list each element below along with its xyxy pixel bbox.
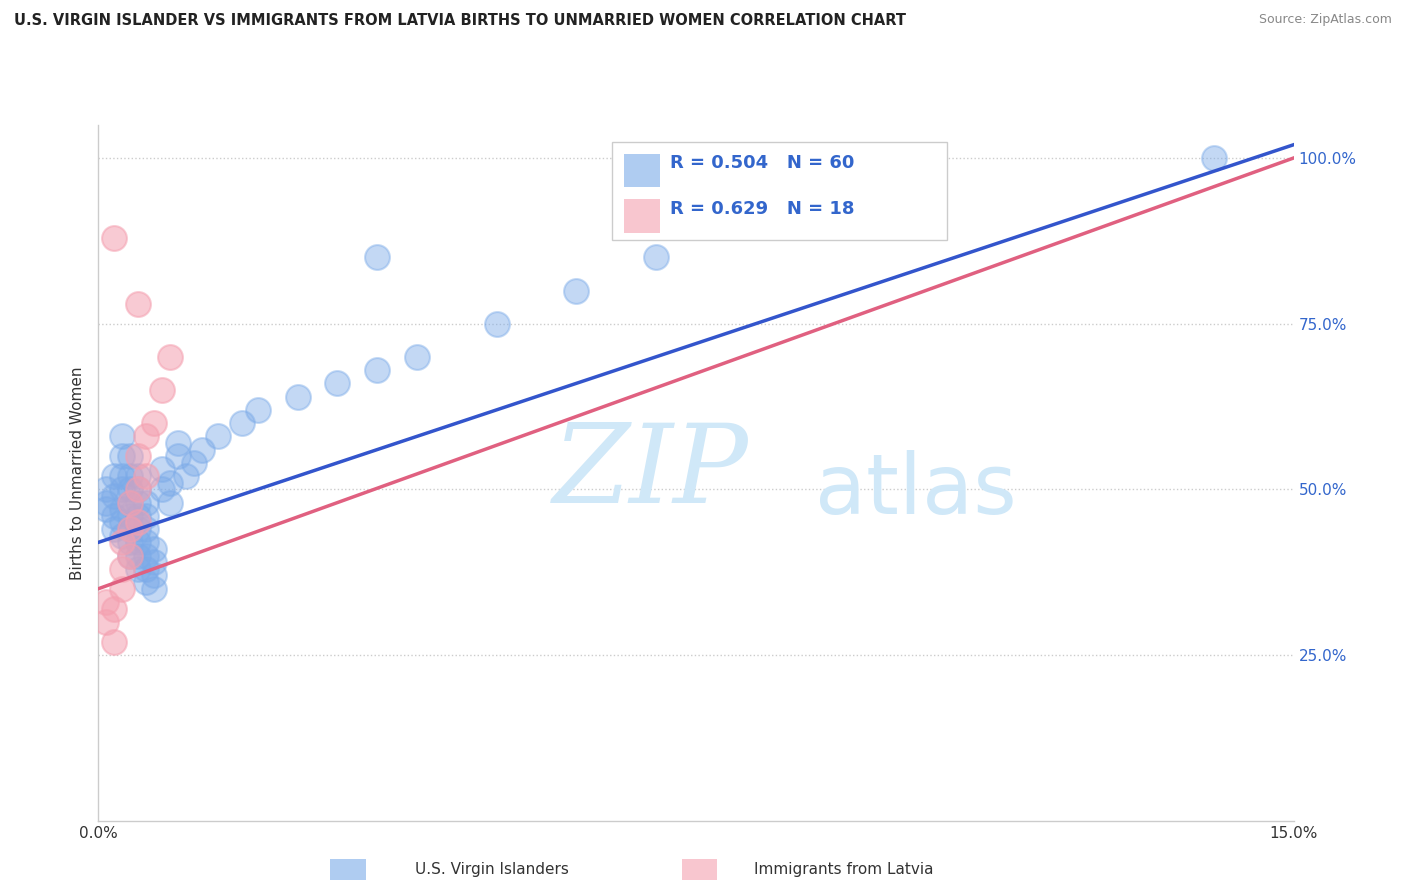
FancyBboxPatch shape xyxy=(613,142,948,240)
Point xyxy=(366,251,388,265)
Point xyxy=(127,483,149,497)
Point xyxy=(150,462,173,476)
Point xyxy=(191,442,214,457)
Point xyxy=(111,535,134,549)
Point xyxy=(127,469,149,483)
Point xyxy=(485,317,508,331)
Text: ZIP: ZIP xyxy=(553,419,748,526)
Point xyxy=(143,541,166,556)
Point xyxy=(326,376,349,391)
Point xyxy=(143,555,166,569)
Point xyxy=(366,363,388,377)
Point xyxy=(287,390,309,404)
Point xyxy=(127,495,149,509)
Point xyxy=(135,575,157,590)
Point xyxy=(565,284,588,298)
Point xyxy=(246,402,269,417)
Point xyxy=(120,508,142,523)
Point xyxy=(135,535,157,549)
Point xyxy=(127,297,149,311)
Point xyxy=(103,469,125,483)
Point xyxy=(103,601,125,615)
Point xyxy=(1202,151,1225,165)
Point xyxy=(167,449,190,463)
Point xyxy=(120,549,142,563)
Point xyxy=(127,483,149,497)
Point xyxy=(96,495,118,509)
Point xyxy=(96,483,118,497)
Point xyxy=(135,549,157,563)
Text: U.S. Virgin Islanders: U.S. Virgin Islanders xyxy=(415,863,569,877)
Point xyxy=(143,416,166,430)
Point xyxy=(231,416,253,430)
Point xyxy=(183,456,205,470)
Point xyxy=(103,508,125,523)
Text: U.S. VIRGIN ISLANDER VS IMMIGRANTS FROM LATVIA BIRTHS TO UNMARRIED WOMEN CORRELA: U.S. VIRGIN ISLANDER VS IMMIGRANTS FROM … xyxy=(14,13,905,29)
Point xyxy=(120,549,142,563)
Point xyxy=(120,495,142,509)
Point xyxy=(127,449,149,463)
Point xyxy=(120,495,142,509)
Point xyxy=(159,495,181,509)
Text: R = 0.504   N = 60: R = 0.504 N = 60 xyxy=(669,154,853,172)
Point xyxy=(174,469,197,483)
Point xyxy=(207,429,229,443)
Point xyxy=(120,522,142,536)
Point xyxy=(111,483,134,497)
Point xyxy=(120,535,142,549)
Point xyxy=(103,522,125,536)
Point xyxy=(120,522,142,536)
Point xyxy=(127,549,149,563)
Point xyxy=(159,350,181,364)
Point xyxy=(96,502,118,516)
Point xyxy=(127,522,149,536)
Point xyxy=(127,535,149,549)
Point xyxy=(127,562,149,576)
Point xyxy=(135,495,157,509)
Point xyxy=(96,595,118,609)
Point xyxy=(143,568,166,582)
Point xyxy=(167,436,190,450)
FancyBboxPatch shape xyxy=(624,199,661,233)
Text: Source: ZipAtlas.com: Source: ZipAtlas.com xyxy=(1258,13,1392,27)
Point xyxy=(111,529,134,543)
Text: Immigrants from Latvia: Immigrants from Latvia xyxy=(754,863,934,877)
Point xyxy=(111,469,134,483)
Point xyxy=(159,475,181,490)
Point xyxy=(143,582,166,596)
Point xyxy=(111,429,134,443)
Point xyxy=(135,508,157,523)
Point xyxy=(135,562,157,576)
Point xyxy=(150,383,173,397)
Point xyxy=(111,449,134,463)
Point xyxy=(120,483,142,497)
Point xyxy=(111,502,134,516)
FancyBboxPatch shape xyxy=(624,154,661,187)
Point xyxy=(111,582,134,596)
Text: atlas: atlas xyxy=(815,450,1017,531)
Point xyxy=(96,615,118,629)
Y-axis label: Births to Unmarried Women: Births to Unmarried Women xyxy=(70,366,86,580)
Point xyxy=(103,489,125,503)
Point xyxy=(111,562,134,576)
Point xyxy=(103,230,125,244)
Point xyxy=(127,516,149,530)
Point xyxy=(150,483,173,497)
Point xyxy=(127,508,149,523)
Point xyxy=(135,469,157,483)
Text: R = 0.629   N = 18: R = 0.629 N = 18 xyxy=(669,200,855,218)
Point xyxy=(406,350,429,364)
Point xyxy=(135,429,157,443)
Point xyxy=(645,251,668,265)
Point xyxy=(120,469,142,483)
Point xyxy=(111,516,134,530)
Point xyxy=(135,522,157,536)
Point xyxy=(120,449,142,463)
Point xyxy=(103,634,125,648)
